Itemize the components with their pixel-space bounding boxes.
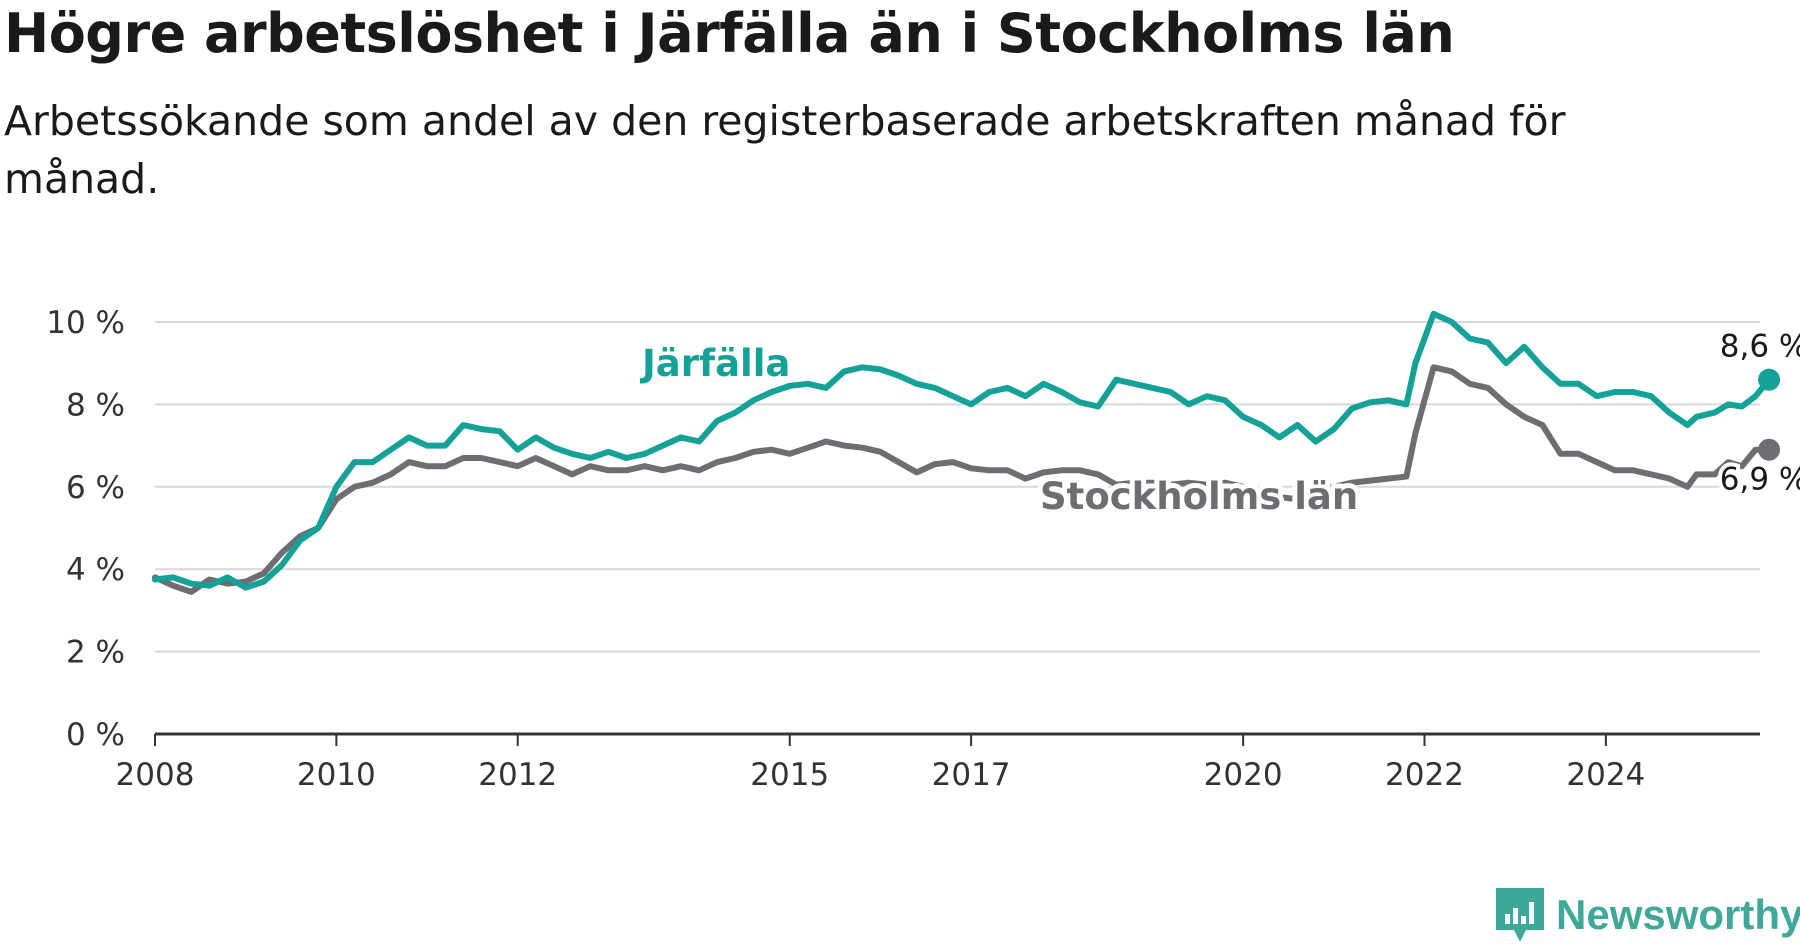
y-tick-label: 10 %: [46, 305, 125, 341]
series-end-label-stockholms-lan: 6,9 %: [1720, 462, 1800, 498]
x-tick-label: 2008: [116, 757, 195, 793]
x-tick-label: 2022: [1385, 757, 1464, 793]
series-end-marker-stockholms-lan: [1758, 438, 1781, 461]
y-tick-label: 8 %: [66, 387, 125, 423]
newsworthy-logo-text: Newsworthy: [1556, 891, 1800, 938]
series-label-stockholms-lan: Stockholms län: [1040, 475, 1358, 518]
chart-title: Högre arbetslöshet i Järfälla än i Stock…: [4, 2, 1455, 65]
y-tick-label: 2 %: [66, 635, 125, 671]
series-line-jarfalla: [152, 310, 1773, 591]
newsworthy-logo: Newsworthy: [1496, 888, 1800, 942]
x-tick-label: 2020: [1204, 757, 1283, 793]
x-tick-label: 2012: [478, 757, 557, 793]
x-tick-label: 2010: [297, 757, 376, 793]
x-tick-label: 2015: [750, 757, 829, 793]
newsworthy-logo-icon: [1496, 888, 1544, 942]
x-tick-label: 2017: [932, 757, 1011, 793]
series-end-label-jarfalla: 8,6 %: [1720, 329, 1800, 365]
x-tick-label: 2024: [1566, 757, 1645, 793]
y-tick-label: 4 %: [66, 552, 125, 588]
chart-subtitle: Arbetssökande som andel av den registerb…: [4, 97, 1566, 203]
y-tick-label: 0 %: [66, 717, 125, 753]
series-line-stockholms-lan: [152, 364, 1773, 595]
series-label-jarfalla: Järfälla: [639, 342, 790, 385]
y-tick-label: 6 %: [66, 470, 125, 506]
series-end-marker-jarfalla: [1758, 368, 1781, 391]
